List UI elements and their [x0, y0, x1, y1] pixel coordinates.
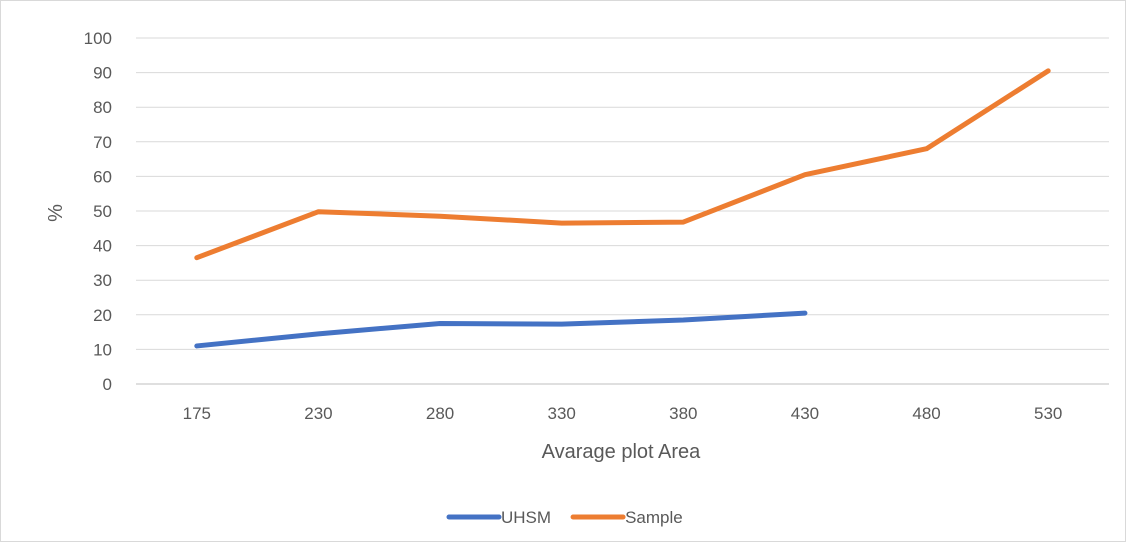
x-axis-tick-labels: 175 230 280 330 380 430 480 530 — [183, 404, 1063, 423]
y-tick-label: 0 — [103, 375, 112, 394]
y-tick-label: 80 — [93, 98, 112, 117]
legend-item-sample: Sample — [573, 508, 683, 527]
x-tick-label: 480 — [912, 404, 940, 423]
legend-label: UHSM — [501, 508, 551, 527]
x-tick-label: 280 — [426, 404, 454, 423]
legend: UHSM Sample — [449, 508, 683, 527]
x-tick-label: 230 — [304, 404, 332, 423]
legend-item-uhsm: UHSM — [449, 508, 551, 527]
x-tick-label: 330 — [548, 404, 576, 423]
y-tick-label: 50 — [93, 202, 112, 221]
y-tick-label: 60 — [93, 167, 112, 186]
gridlines — [136, 38, 1109, 384]
series-line-sample — [197, 71, 1048, 258]
legend-label: Sample — [625, 508, 683, 527]
x-tick-label: 530 — [1034, 404, 1062, 423]
series-lines — [197, 71, 1049, 346]
y-tick-label: 100 — [84, 29, 112, 48]
series-line-uhsm — [197, 313, 805, 346]
y-tick-label: 40 — [93, 237, 112, 256]
y-tick-label: 90 — [93, 64, 112, 83]
x-axis-title: Avarage plot Area — [542, 441, 702, 463]
x-tick-label: 175 — [183, 404, 211, 423]
y-axis-title: % — [45, 204, 67, 222]
y-tick-label: 10 — [93, 340, 112, 359]
y-tick-label: 30 — [93, 271, 112, 290]
y-tick-label: 70 — [93, 133, 112, 152]
x-tick-label: 380 — [669, 404, 697, 423]
y-tick-label: 20 — [93, 306, 112, 325]
y-axis-tick-labels: 0 10 20 30 40 50 60 70 80 90 100 — [84, 29, 112, 394]
x-tick-label: 430 — [791, 404, 819, 423]
